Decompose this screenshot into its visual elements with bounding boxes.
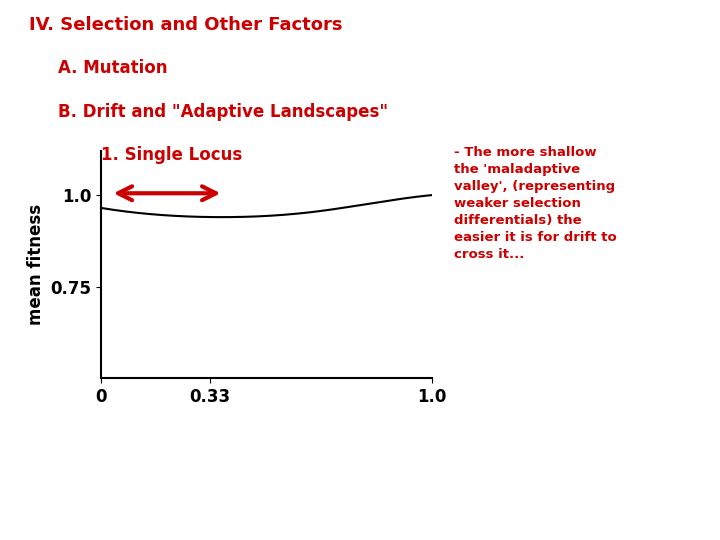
- Text: B. Drift and "Adaptive Landscapes": B. Drift and "Adaptive Landscapes": [58, 103, 388, 120]
- Text: - The more shallow
the 'maladaptive
valley', (representing
weaker selection
diff: - The more shallow the 'maladaptive vall…: [454, 146, 616, 261]
- Text: A. Mutation: A. Mutation: [58, 59, 167, 77]
- Text: IV. Selection and Other Factors: IV. Selection and Other Factors: [29, 16, 342, 34]
- Y-axis label: mean fitness: mean fitness: [27, 204, 45, 325]
- Text: 1. Single Locus: 1. Single Locus: [101, 146, 242, 164]
